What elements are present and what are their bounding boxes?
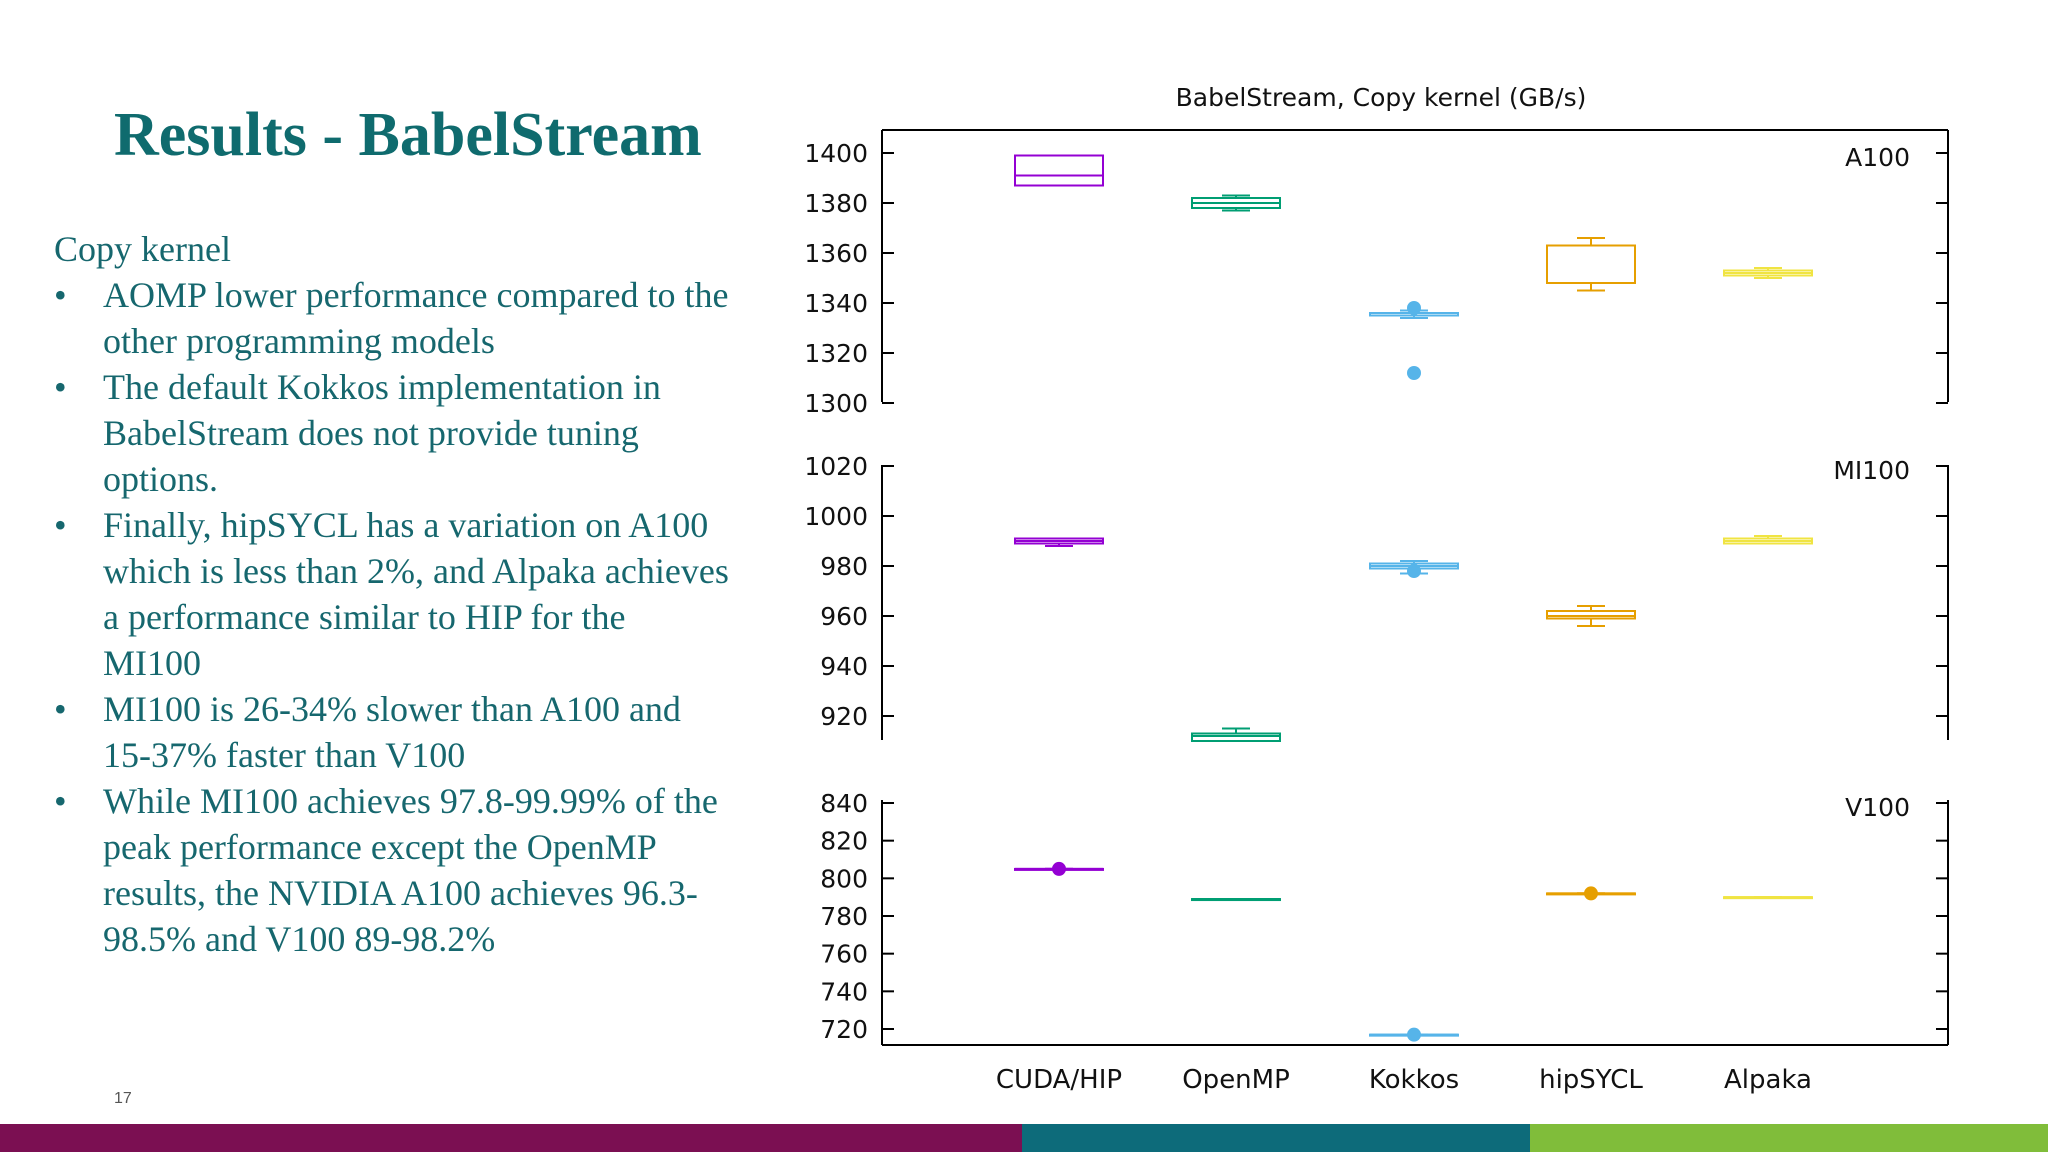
box-outlier-point [1052, 861, 1066, 876]
y-tick-label: 920 [820, 702, 868, 731]
x-category-label: Kokkos [1369, 1065, 1459, 1095]
y-tick-label: 1300 [804, 389, 868, 418]
section-heading: Copy kernel [54, 229, 231, 269]
box-iqr [1191, 732, 1281, 742]
bullet-glyph: • [54, 505, 67, 545]
y-tick-label: 980 [820, 552, 868, 581]
bullet-line: MI100 [103, 643, 201, 683]
slide-body: Copy kernel • AOMP lower performance comp… [54, 226, 794, 962]
y-tick-label: 1000 [804, 502, 868, 531]
x-category-label: Alpaka [1724, 1065, 1812, 1095]
bullet-glyph: • [54, 689, 67, 729]
box-outlier-point [1407, 366, 1421, 380]
y-tick-label: 800 [820, 864, 868, 893]
slide-title: Results - BabelStream [114, 101, 702, 169]
bullet-line: 15-37% faster than V100 [103, 735, 466, 775]
bullet-glyph: • [54, 367, 67, 407]
y-tick-label: 760 [820, 940, 868, 969]
footer-segment-magenta [0, 1124, 1022, 1152]
bullet-item: • AOMP lower performance compared to the o… [54, 272, 794, 364]
bullet-glyph: • [54, 275, 67, 315]
bullet-line: BabelStream does not provide tuning [103, 413, 639, 453]
y-tick-label: 740 [820, 977, 868, 1006]
y-tick-label: 820 [820, 827, 868, 856]
bullet-line: a performance similar to HIP for the [103, 597, 626, 637]
y-tick-label: 780 [820, 902, 868, 931]
x-category-label: OpenMP [1182, 1065, 1290, 1095]
page-number: 17 [114, 1090, 132, 1107]
bullet-glyph: • [54, 781, 67, 821]
panel-label: A100 [1845, 143, 1910, 172]
panel-label: V100 [1845, 793, 1910, 822]
bullet-line: Finally, hipSYCL has a variation on A100 [103, 505, 709, 545]
bullet-line: options. [103, 459, 219, 499]
footer-color-bar [0, 1124, 2048, 1152]
y-tick-label: 960 [820, 602, 868, 631]
y-tick-label: 1340 [804, 289, 868, 318]
bullet-line: MI100 is 26-34% slower than A100 and [103, 689, 681, 729]
footer-segment-green [1530, 1124, 2048, 1152]
box-outlier-point [1407, 1027, 1421, 1042]
box-iqr [1014, 154, 1104, 187]
box-outlier-point [1407, 564, 1421, 578]
bullet-line: AOMP lower performance compared to the [103, 275, 729, 315]
y-tick-label: 1020 [804, 452, 868, 481]
x-category-label: CUDA/HIP [996, 1065, 1122, 1095]
y-tick-label: 1400 [804, 139, 868, 168]
box-iqr [1546, 244, 1636, 284]
chart-title: BabelStream, Copy kernel (GB/s) [1176, 83, 1587, 112]
y-tick-label: 1380 [804, 189, 868, 218]
bullet-line: other programming models [103, 321, 495, 361]
bullet-line: which is less than 2%, and Alpaka achiev… [103, 551, 729, 591]
bullet-line: While MI100 achieves 97.8-99.99% of the [103, 781, 718, 821]
y-tick-label: 1320 [804, 339, 868, 368]
babelstream-box-chart: BabelStream, Copy kernel (GB/s) 1300 1320 1… [804, 83, 1949, 1095]
y-tick-label: 1360 [804, 239, 868, 268]
bullet-item: • MI100 is 26-34% slower than A100 and 15-… [54, 686, 794, 778]
box-outlier-point [1407, 301, 1421, 315]
panel-label: MI100 [1833, 456, 1910, 485]
bullet-item: • The default Kokkos implementation in Bab… [54, 364, 794, 502]
y-tick-label: 720 [820, 1015, 868, 1044]
footer-segment-teal [1022, 1124, 1530, 1152]
bullet-line: peak performance except the OpenMP [103, 827, 657, 867]
x-category-label: hipSYCL [1539, 1065, 1643, 1095]
bullet-item: • While MI100 achieves 97.8-99.99% of the… [54, 778, 794, 962]
y-tick-label: 840 [820, 789, 868, 818]
bullet-list: • AOMP lower performance compared to the o… [54, 272, 794, 962]
box-iqr [1546, 610, 1636, 620]
bullet-line: 98.5% and V100 89-98.2% [103, 919, 496, 959]
bullet-item: • Finally, hipSYCL has a variation on A10… [54, 502, 794, 686]
bullet-line: The default Kokkos implementation in [103, 367, 661, 407]
bullet-line: results, the NVIDIA A100 achieves 96.3- [103, 873, 698, 913]
y-tick-label: 940 [820, 652, 868, 681]
box-outlier-point [1584, 886, 1598, 901]
